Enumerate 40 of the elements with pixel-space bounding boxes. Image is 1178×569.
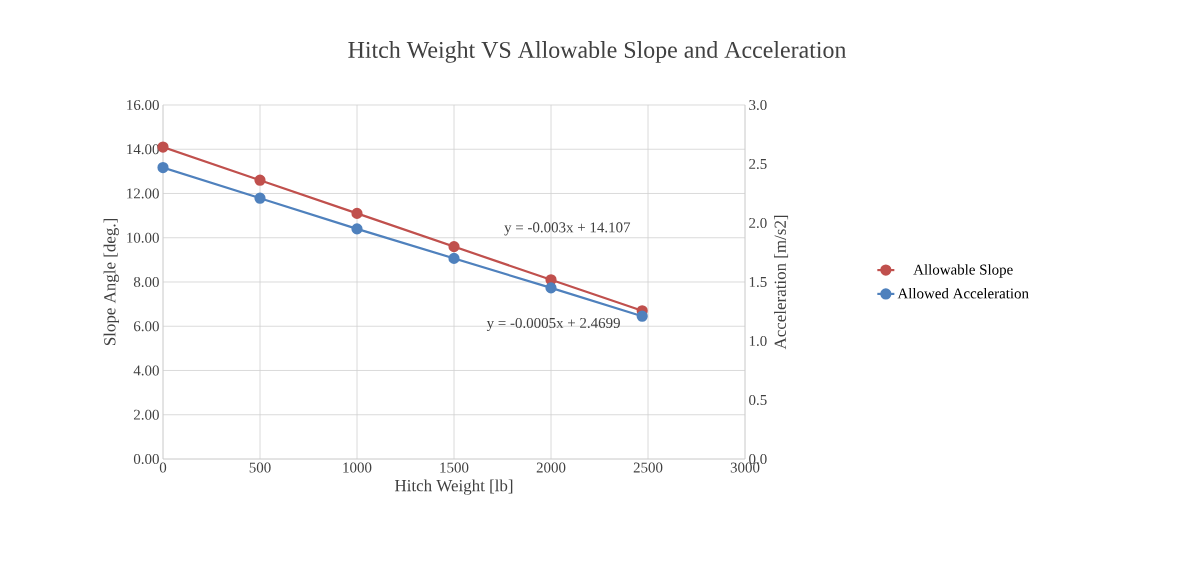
x-axis-title: Hitch Weight [lb] bbox=[394, 479, 513, 495]
y-tick-label: 12.00 bbox=[127, 188, 159, 199]
x-tick-label: 2000 bbox=[536, 462, 566, 473]
x-tick-label: 2500 bbox=[633, 462, 663, 473]
y2-tick-label: 3.0 bbox=[749, 99, 767, 111]
point bbox=[636, 310, 648, 322]
y-axis-title: Slope Angle [deg.] bbox=[103, 219, 120, 346]
point bbox=[545, 282, 557, 294]
point bbox=[254, 192, 266, 204]
legend-label: Allowable Slope bbox=[913, 264, 1013, 278]
y-tick-label: 14.00 bbox=[127, 144, 159, 155]
point bbox=[448, 241, 460, 253]
chart-title: Hitch Weight VS Allowable Slope and Acceleration bbox=[348, 41, 847, 63]
y-tick-label: 10.00 bbox=[127, 232, 159, 243]
y-tick-label: 4.00 bbox=[133, 365, 159, 376]
legend-label: Allowed Acceleration bbox=[897, 288, 1029, 299]
y-tick-label: 0.00 bbox=[133, 453, 159, 465]
x-tick-label: 3000 bbox=[730, 462, 760, 473]
y2-tick-label: 0.5 bbox=[749, 394, 767, 406]
x-tick-label: 500 bbox=[249, 462, 271, 473]
y2-tick-label: 1.5 bbox=[749, 276, 767, 288]
y-tick-label: 6.00 bbox=[133, 321, 159, 332]
point bbox=[448, 252, 460, 264]
y-tick-label: 16.00 bbox=[127, 99, 159, 111]
point bbox=[254, 174, 266, 186]
y2-axis-title: Acceleration [m/s2] bbox=[774, 215, 789, 350]
x-tick-label: 0 bbox=[159, 462, 167, 473]
annotation: y = -0.0005x + 2.4699 bbox=[486, 317, 620, 332]
point bbox=[157, 161, 169, 174]
point bbox=[351, 207, 363, 220]
y2-tick-label: 0.0 bbox=[749, 453, 767, 465]
y-tick-label: 2.00 bbox=[133, 409, 159, 420]
y2-tick-label: 2.0 bbox=[749, 217, 767, 229]
x-tick-label: 1000 bbox=[343, 462, 372, 473]
y-tick-label: 8.00 bbox=[133, 276, 159, 288]
y2-tick-label: 1.0 bbox=[749, 335, 767, 347]
annotation: y = -0.003x + 14.107 bbox=[504, 222, 631, 236]
x-tick-label: 1500 bbox=[440, 462, 469, 473]
point bbox=[351, 223, 363, 235]
y2-tick-label: 2.5 bbox=[749, 158, 767, 170]
